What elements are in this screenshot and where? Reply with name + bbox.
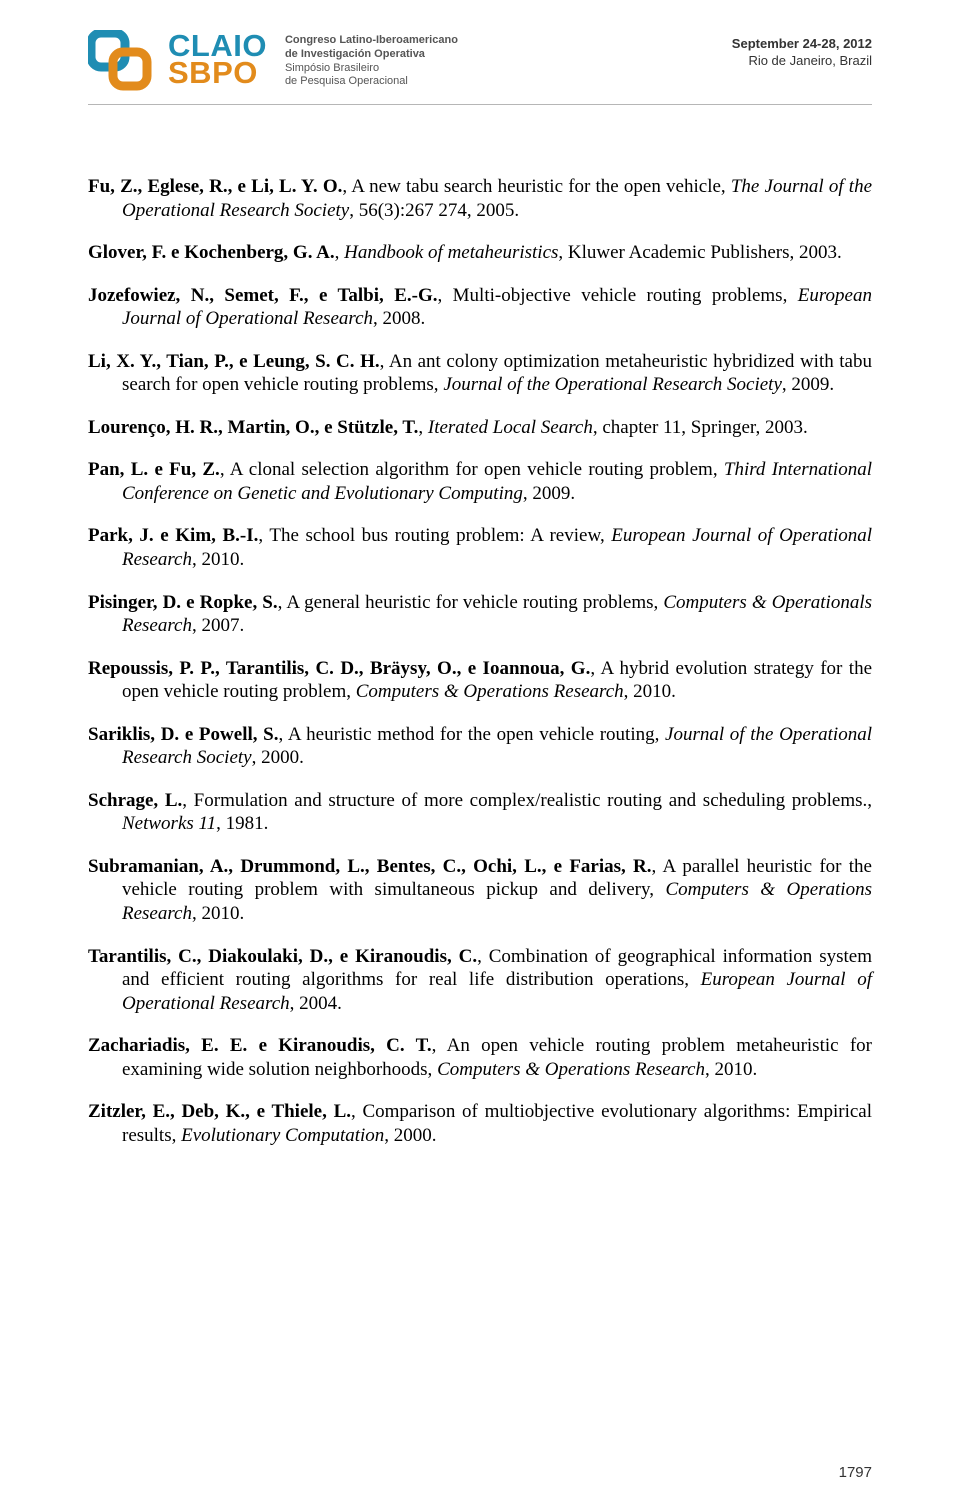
header-subtitle-line: de Investigación Operativa	[285, 48, 425, 60]
reference-entry: Pan, L. e Fu, Z., A clonal selection alg…	[88, 458, 872, 505]
page-number: 1797	[839, 1464, 872, 1481]
reference-entry: Zachariadis, E. E. e Kiranoudis, C. T., …	[88, 1034, 872, 1081]
header-subtitle-line: de Pesquisa Operacional	[285, 75, 408, 87]
reference-entry: Li, X. Y., Tian, P., e Leung, S. C. H., …	[88, 350, 872, 397]
page-header: CLAIO SBPO Congreso Latino-Iberoamerican…	[88, 30, 872, 92]
reference-entry: Lourenço, H. R., Martin, O., e Stützle, …	[88, 416, 872, 440]
references-list: Fu, Z., Eglese, R., e Li, L. Y. O., A ne…	[88, 175, 872, 1147]
reference-entry: Pisinger, D. e Ropke, S., A general heur…	[88, 591, 872, 638]
header-rule	[88, 104, 872, 105]
reference-entry: Sariklis, D. e Powell, S., A heuristic m…	[88, 723, 872, 770]
header-right: September 24-28, 2012 Rio de Janeiro, Br…	[732, 36, 872, 70]
header-date: September 24-28, 2012	[732, 36, 872, 51]
conference-logo-icon	[88, 30, 154, 92]
brand-block: CLAIO SBPO	[168, 30, 267, 88]
reference-entry: Park, J. e Kim, B.-I., The school bus ro…	[88, 524, 872, 571]
reference-entry: Fu, Z., Eglese, R., e Li, L. Y. O., A ne…	[88, 175, 872, 222]
header-location: Rio de Janeiro, Brazil	[748, 53, 872, 68]
header-subtitle-line: Simpósio Brasileiro	[285, 62, 379, 74]
reference-entry: Jozefowiez, N., Semet, F., e Talbi, E.-G…	[88, 284, 872, 331]
header-left: CLAIO SBPO Congreso Latino-Iberoamerican…	[88, 30, 458, 92]
reference-entry: Subramanian, A., Drummond, L., Bentes, C…	[88, 855, 872, 926]
reference-entry: Repoussis, P. P., Tarantilis, C. D., Brä…	[88, 657, 872, 704]
header-subtitle-line: Congreso Latino-Iberoamericano	[285, 34, 458, 46]
reference-entry: Glover, F. e Kochenberg, G. A., Handbook…	[88, 241, 872, 265]
reference-entry: Zitzler, E., Deb, K., e Thiele, L., Comp…	[88, 1100, 872, 1147]
page: CLAIO SBPO Congreso Latino-Iberoamerican…	[0, 0, 960, 1503]
reference-entry: Tarantilis, C., Diakoulaki, D., e Kirano…	[88, 945, 872, 1016]
reference-entry: Schrage, L., Formulation and structure o…	[88, 789, 872, 836]
header-subtitle: Congreso Latino-Iberoamericano de Investi…	[285, 34, 458, 89]
brand-bottom: SBPO	[168, 57, 267, 88]
